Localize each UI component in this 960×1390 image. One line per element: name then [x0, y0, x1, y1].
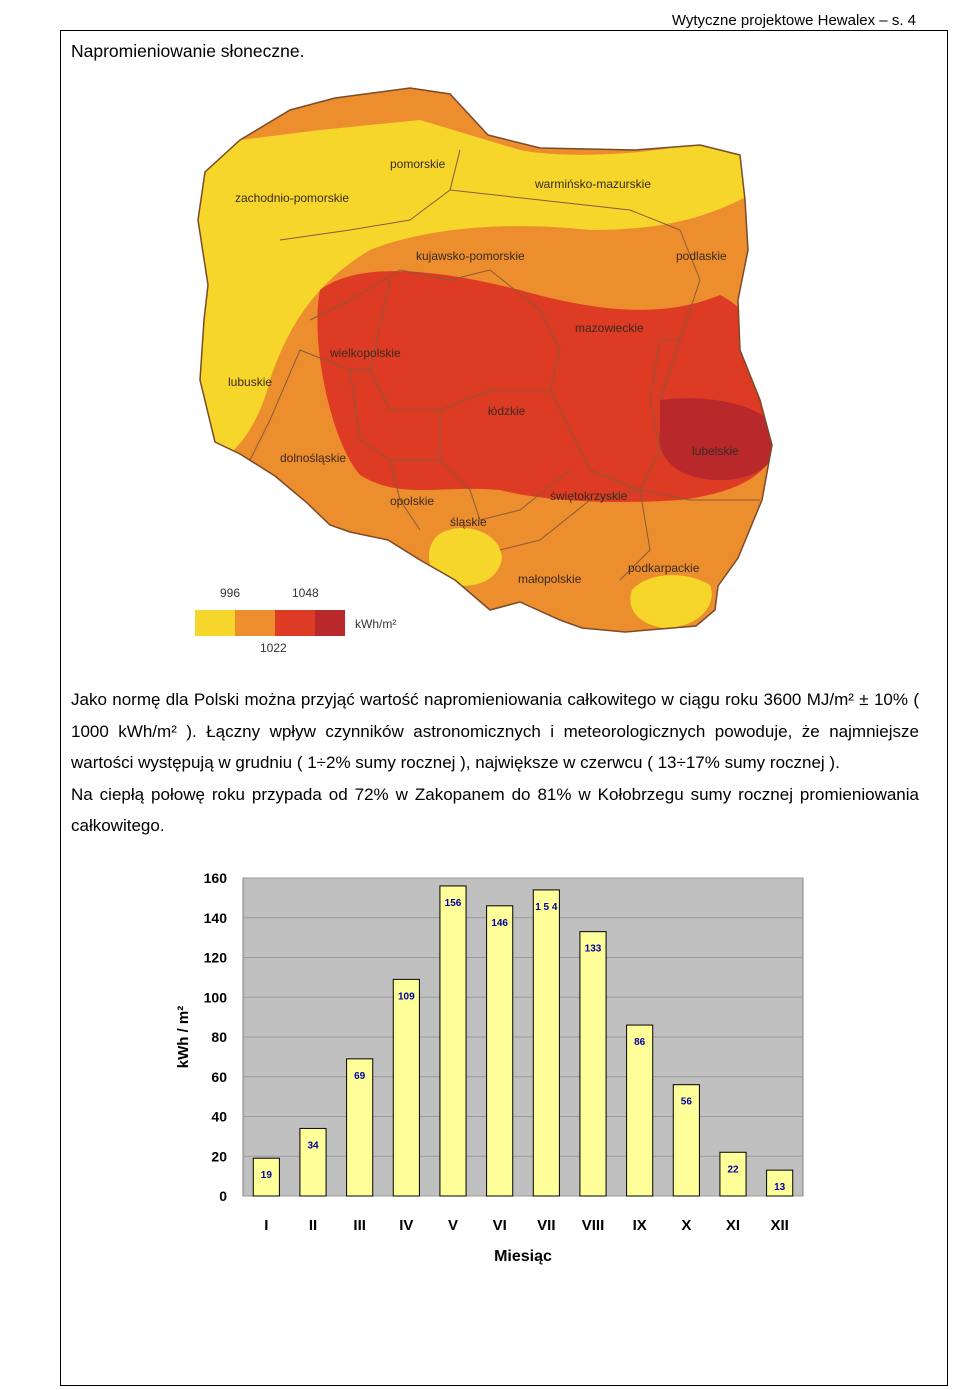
data-label: 56	[681, 1097, 693, 1108]
bar	[766, 1169, 794, 1197]
y-tick-label: 80	[211, 1029, 227, 1045]
bar	[439, 885, 467, 1197]
x-tick-label: XI	[726, 1217, 740, 1234]
y-axis-label: kWh / m²	[175, 1006, 192, 1069]
region-label: opolskie	[390, 494, 434, 508]
y-tick-label: 160	[204, 870, 228, 886]
bar	[626, 1024, 654, 1197]
legend-tick-label: 996	[220, 586, 240, 600]
legend-tick-label: 1048	[292, 586, 319, 600]
x-tick-label: VII	[537, 1217, 555, 1234]
region-label: lubelskie	[692, 444, 739, 458]
x-tick-label: VI	[493, 1217, 507, 1234]
x-tick-label: IV	[399, 1217, 413, 1234]
bar	[672, 1084, 700, 1197]
irradiation-map: pomorskie zachodnio-pomorskie warmińsko-…	[195, 87, 773, 655]
bar	[719, 1151, 747, 1197]
gridlines	[243, 877, 803, 1197]
region-label: wielkopolskie	[329, 346, 401, 360]
data-label: 133	[585, 944, 602, 955]
bar	[346, 1058, 374, 1197]
x-tick-label: X	[681, 1217, 691, 1234]
region-label: śląskie	[450, 515, 487, 529]
data-label: 146	[491, 918, 508, 929]
data-label: 22	[727, 1164, 739, 1175]
y-tick-label: 40	[211, 1109, 227, 1125]
x-tick-label: XII	[770, 1217, 788, 1234]
region-label: zachodnio-pomorskie	[235, 191, 349, 205]
region-label: podkarpackie	[628, 561, 700, 575]
region-label: świętokrzyskie	[550, 489, 628, 503]
x-tick-label: II	[309, 1217, 317, 1234]
data-label: 156	[445, 898, 462, 909]
region-label: mazowieckie	[575, 321, 644, 335]
bar	[252, 1157, 280, 1197]
region-label: łódzkie	[488, 404, 526, 418]
region-label: małopolskie	[518, 572, 582, 586]
data-label: 1 5 4	[535, 902, 558, 913]
voivodeship-borders	[249, 149, 760, 581]
x-tick-label: IX	[633, 1217, 647, 1234]
bar	[579, 931, 607, 1197]
bars: 19 34 69 109 156 146 1 5 4 133 86 56 22 13	[252, 885, 794, 1197]
legend-unit: kWh/m²	[355, 617, 396, 631]
legend-tick-label: 1022	[260, 641, 287, 655]
data-label: 19	[261, 1170, 273, 1181]
map-legend: 996 1048 1022 kWh/m²	[195, 586, 396, 655]
y-tick-label: 100	[204, 989, 228, 1005]
data-label: 13	[774, 1182, 786, 1193]
y-tick-label: 20	[211, 1148, 227, 1164]
y-tick-label: 60	[211, 1069, 227, 1085]
data-label: 69	[354, 1071, 366, 1082]
paragraph: Na ciepłą połowę roku przypada od 72% w …	[71, 784, 919, 836]
region-labels: pomorskie zachodnio-pomorskie warmińsko-…	[228, 157, 739, 586]
body-text: Jako normę dla Polski można przyjąć wart…	[71, 684, 919, 842]
legend-swatch	[275, 610, 315, 636]
x-tick-label: III	[353, 1217, 366, 1234]
data-label: 86	[634, 1037, 646, 1048]
y-tick-label: 140	[204, 910, 228, 926]
data-label: 109	[398, 991, 415, 1002]
page-border	[60, 30, 948, 1386]
legend-swatch	[195, 610, 235, 636]
region-label: warmińsko-mazurskie	[534, 177, 651, 191]
country-border	[197, 87, 773, 633]
region-label: pomorskie	[390, 157, 446, 171]
region-label: podlaskie	[676, 249, 727, 263]
monthly-irradiation-chart: 0 20 40 60 80 100 120 140 160 19 34 69 109 156 146 1 5…	[175, 870, 804, 1265]
data-label: 34	[307, 1140, 319, 1151]
bar	[486, 905, 514, 1197]
region-label: lubuskie	[228, 375, 272, 389]
region-label: kujawsko-pomorskie	[416, 249, 525, 263]
x-axis-label: Miesiąc	[494, 1248, 552, 1265]
x-tick-label: V	[448, 1217, 458, 1234]
section-title: Napromieniowanie słoneczne.	[71, 41, 305, 61]
y-tick-label: 0	[219, 1188, 227, 1204]
legend-swatch	[235, 610, 275, 636]
bar	[532, 889, 560, 1197]
region-label: dolnośląskie	[280, 451, 346, 465]
x-tick-label: VIII	[582, 1217, 605, 1234]
legend-swatch	[315, 610, 345, 636]
bar	[299, 1127, 327, 1197]
document-reference: Wytyczne projektowe Hewalex – s. 4	[671, 12, 916, 29]
x-tick-labels: I II III IV V VI VII VIII IX X XI XII	[264, 1217, 789, 1234]
bar	[392, 978, 420, 1197]
x-tick-label: I	[264, 1217, 268, 1234]
paragraph: Jako normę dla Polski można przyjąć wart…	[71, 690, 919, 772]
y-tick-labels: 0 20 40 60 80 100 120 140 160	[204, 870, 228, 1204]
y-tick-label: 120	[204, 950, 228, 966]
